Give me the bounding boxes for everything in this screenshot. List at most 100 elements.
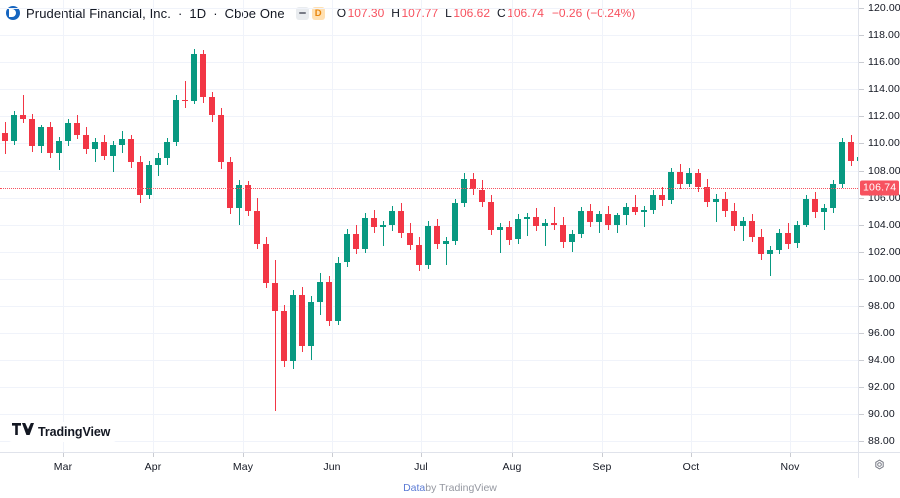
candle-wick <box>499 223 501 254</box>
candle-body <box>119 139 125 145</box>
candle-body <box>488 201 494 230</box>
candle-body <box>200 54 206 98</box>
settings-gear-icon[interactable] <box>873 459 886 472</box>
candle-body <box>515 219 521 240</box>
candle-body <box>218 115 224 163</box>
candle-body <box>128 139 134 163</box>
candle-body <box>146 165 152 195</box>
candle-wick <box>526 212 528 236</box>
footer-rest: by TradingView <box>425 482 497 494</box>
ohlc-low-label: L <box>445 6 452 20</box>
price-tick-label: 98.00 <box>868 299 895 312</box>
candle-body <box>578 211 584 235</box>
candle-body <box>56 140 62 153</box>
interval-badge[interactable]: D <box>311 6 325 20</box>
candle-body <box>263 243 269 283</box>
candle-body <box>686 173 692 184</box>
gridline-horizontal <box>0 62 858 64</box>
gridline-vertical <box>243 0 244 452</box>
gridline-vertical <box>602 0 603 452</box>
dash-style-icon[interactable] <box>295 6 309 20</box>
symbol-exchange: Cboe One <box>224 5 285 21</box>
price-tick-mark <box>859 387 864 388</box>
time-tick-label: Apr <box>144 461 162 473</box>
price-tick-mark <box>859 62 864 64</box>
candle-wick <box>382 220 384 247</box>
axis-settings-corner[interactable] <box>858 452 900 478</box>
candle-wick <box>643 205 645 228</box>
candle-body <box>11 115 17 141</box>
candle-body <box>380 224 386 228</box>
candle-body <box>794 224 800 244</box>
time-tick-label: May <box>232 461 254 473</box>
price-tick-label: 108.00 <box>868 164 900 177</box>
candle-body <box>479 189 485 202</box>
price-tick-mark <box>859 305 864 307</box>
candle-wick <box>544 219 546 247</box>
candle-body <box>254 211 260 244</box>
candle-body <box>533 216 539 226</box>
candle-body <box>110 144 116 156</box>
price-tick-label: 112.00 <box>868 110 900 123</box>
candle-body <box>731 211 737 226</box>
time-tick-label: Jun <box>323 461 341 473</box>
last-price-badge: 106.74 <box>860 180 900 196</box>
candle-body <box>812 198 818 213</box>
candle-body <box>749 220 755 237</box>
candle-body <box>83 135 89 149</box>
candle-body <box>758 236 764 255</box>
price-tick-mark <box>859 8 864 10</box>
candle-body <box>416 244 422 266</box>
time-axis[interactable]: Mar Apr May Jun Jul Aug Sep Oct Nov <box>0 452 858 478</box>
gridline-horizontal <box>0 387 858 388</box>
gridline-horizontal <box>0 8 858 10</box>
time-tick-mark <box>691 453 692 457</box>
price-tick-label: 100.00 <box>868 272 900 285</box>
candle-body <box>371 217 377 228</box>
tradingview-watermark: TradingView <box>8 422 118 442</box>
candle-body <box>659 194 665 201</box>
candle-body <box>209 97 215 115</box>
symbol-logo-icon <box>6 6 20 20</box>
candle-body <box>740 220 746 226</box>
candle-body <box>74 123 80 136</box>
candle-wick <box>58 136 60 171</box>
last-price-line <box>0 187 858 189</box>
candle-body <box>677 171 683 185</box>
time-tick-mark <box>63 453 64 457</box>
candle-body <box>20 115 26 120</box>
ohlc-high-value: 107.77 <box>401 6 439 20</box>
gridline-horizontal <box>0 35 858 37</box>
ohlc-change: −0.26 <box>551 6 583 20</box>
gridline-horizontal <box>0 116 858 118</box>
ohlc-open-value: 107.30 <box>347 6 385 20</box>
price-axis[interactable]: 120.00 118.00 116.00 114.00 112.00 110.00 108.… <box>858 0 900 452</box>
candle-body <box>344 234 350 263</box>
candle-body <box>722 198 728 212</box>
candle-body <box>29 119 35 147</box>
gridline-horizontal <box>0 89 858 91</box>
gridline-horizontal <box>0 143 858 145</box>
candle-wick <box>769 246 771 277</box>
data-link[interactable]: Data <box>403 482 426 494</box>
candle-body <box>335 262 341 321</box>
symbol-separator-1: · <box>177 5 183 21</box>
gridline-vertical <box>332 0 333 452</box>
candle-body <box>632 207 638 213</box>
candlestick-chart-canvas[interactable] <box>0 0 858 452</box>
candle-body <box>443 240 449 244</box>
tradingview-watermark-text: TradingView <box>38 425 111 439</box>
chart-header: Prudential Financial, Inc. · 1D · Cboe One D… <box>0 0 900 26</box>
candle-wick <box>94 138 96 163</box>
candle-body <box>389 211 395 225</box>
candle-body <box>47 127 53 153</box>
time-tick-label: Nov <box>780 461 800 473</box>
candle-wick <box>274 259 276 412</box>
candle-wick <box>184 81 186 109</box>
candle-body <box>857 157 858 162</box>
candle-body <box>65 123 71 141</box>
gridline-vertical <box>790 0 791 452</box>
symbol-title[interactable]: Prudential Financial, Inc. · 1D · Cboe One <box>26 6 285 21</box>
gridline-vertical <box>63 0 64 452</box>
gridline-horizontal <box>0 414 858 416</box>
